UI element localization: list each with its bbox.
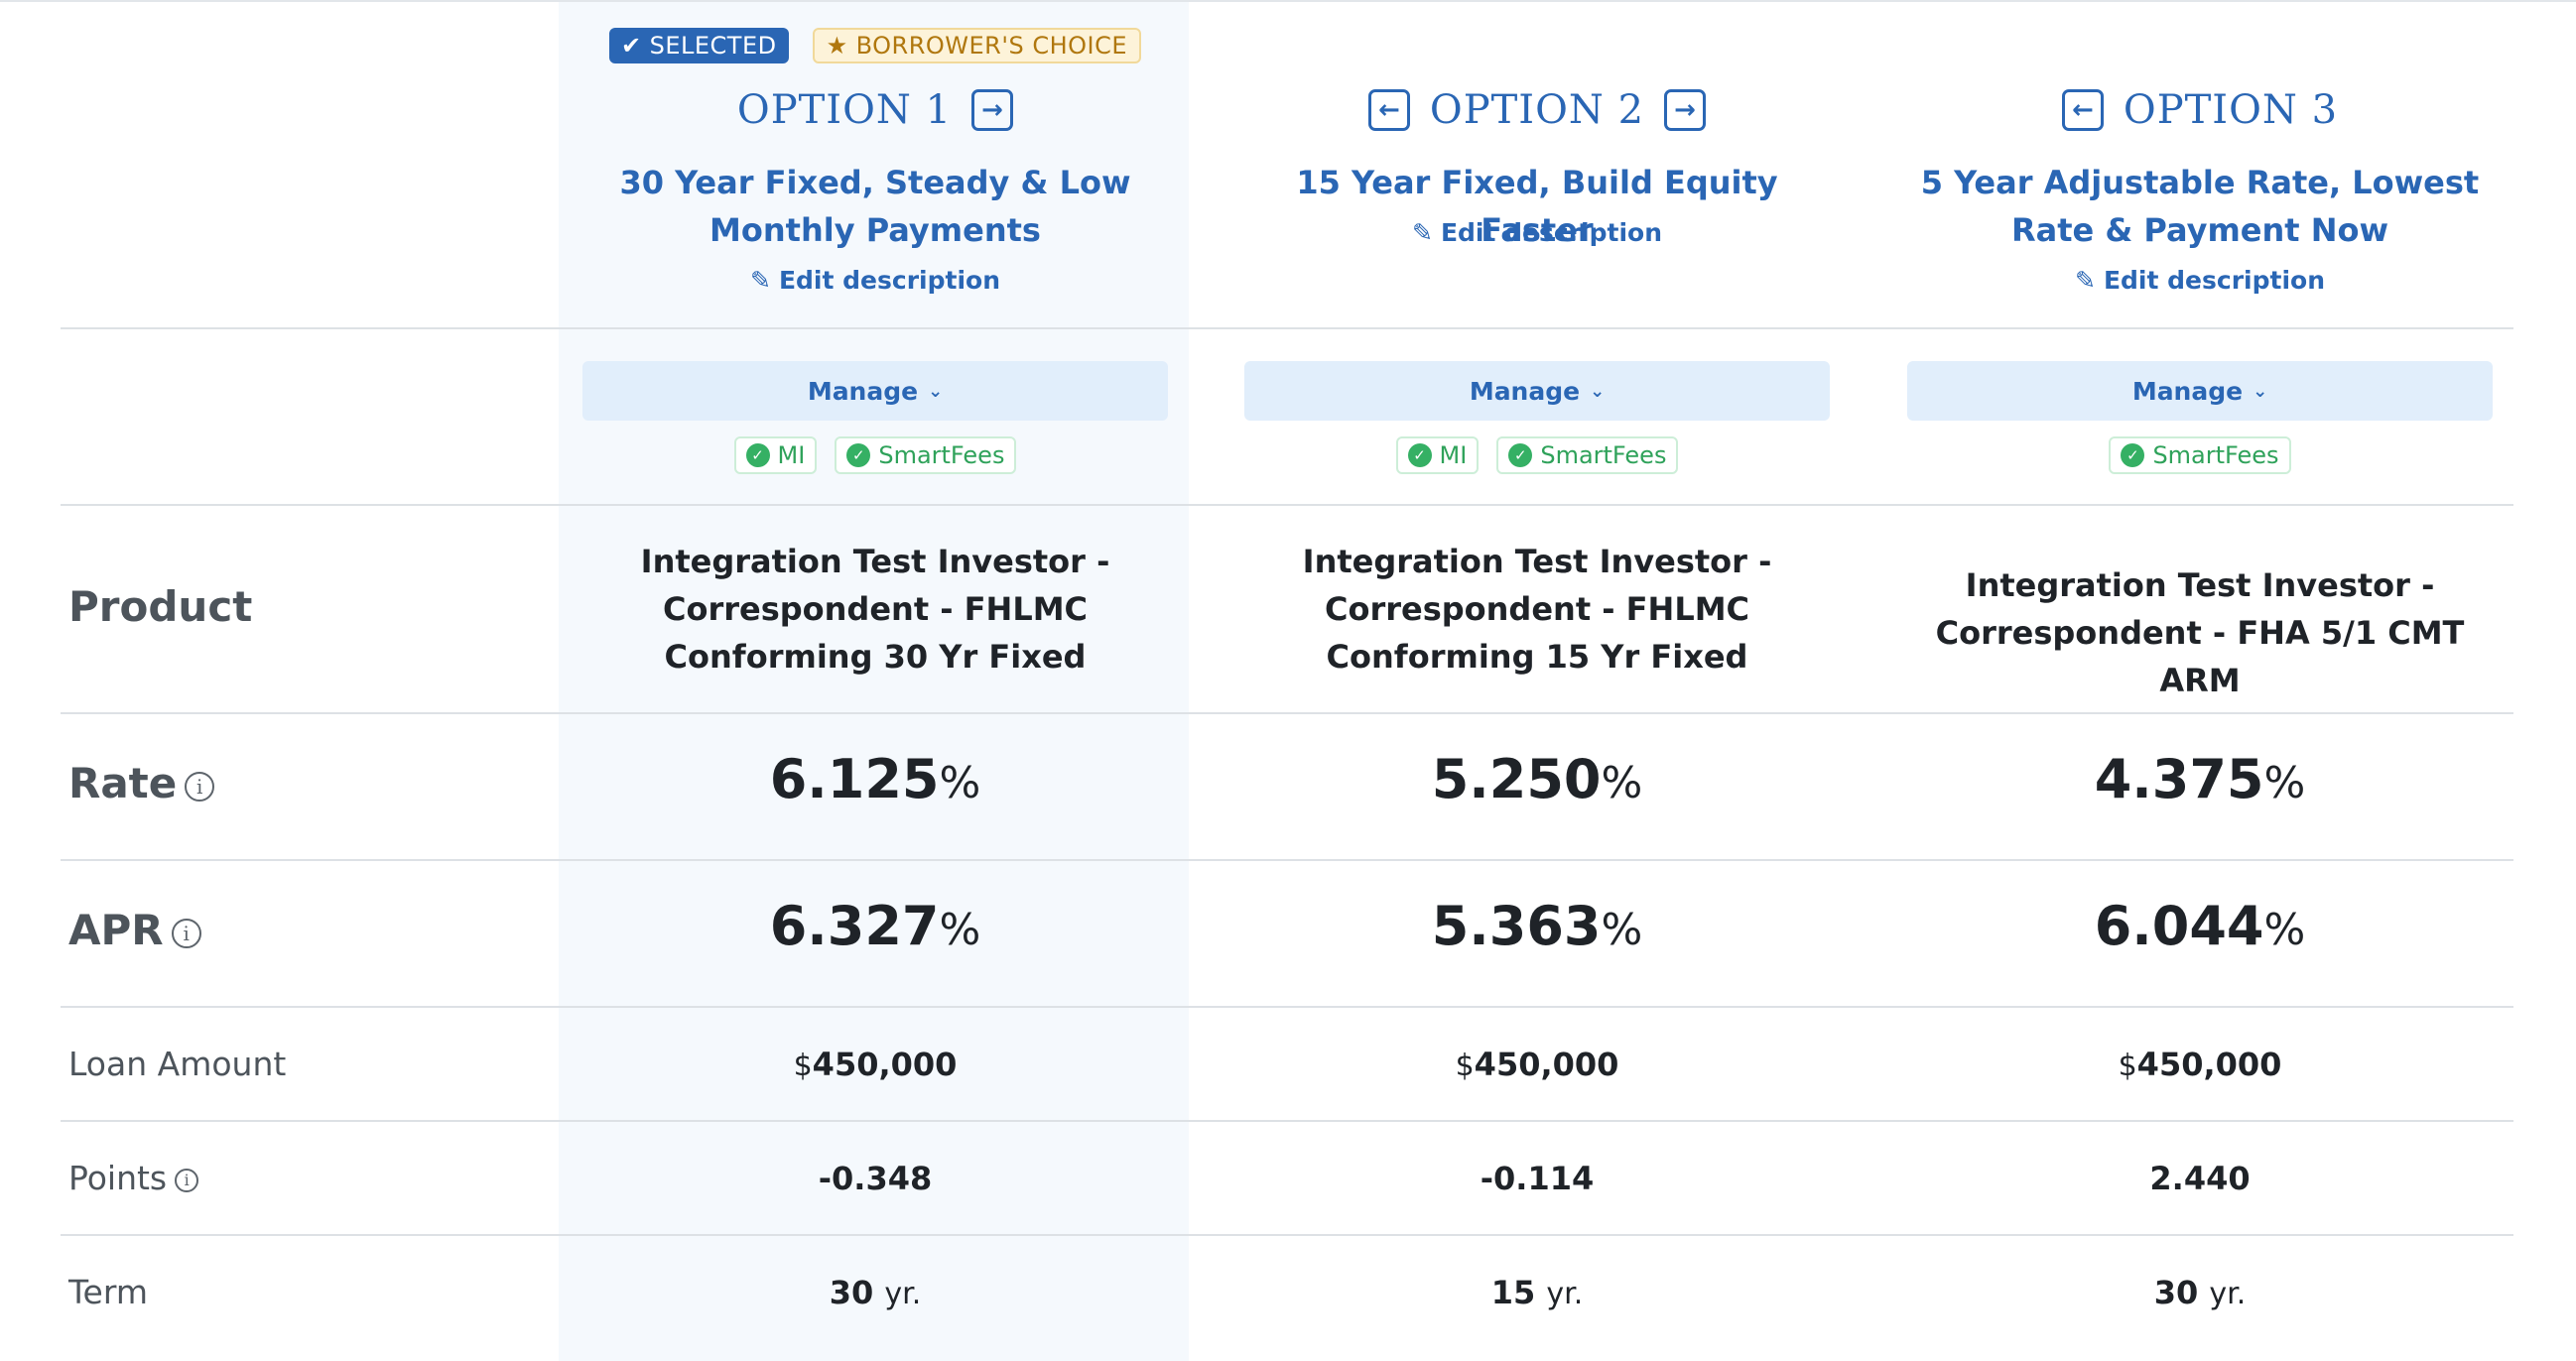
- manage-dropdown-button[interactable]: Manage ⌄: [1244, 361, 1830, 421]
- product-name: Integration Test Investor - Corresponden…: [1935, 566, 2465, 699]
- edit-description-link[interactable]: ✎ Edit description: [1412, 218, 1662, 247]
- tag-smartfees: ✓ SmartFees: [2109, 436, 2291, 474]
- pencil-icon: ✎: [2075, 266, 2096, 295]
- rate-value: 4.375%: [2094, 748, 2306, 810]
- move-right-button[interactable]: →: [1664, 89, 1707, 131]
- loan-amount-value: $450,000: [793, 1046, 958, 1083]
- divider: [61, 504, 2513, 506]
- borrowers-choice-badge: ★ BORROWER'S CHOICE: [812, 28, 1142, 63]
- move-right-button[interactable]: →: [971, 89, 1014, 131]
- row-label-rate: Rate i: [68, 759, 215, 807]
- edit-description-link[interactable]: ✎ Edit description: [750, 266, 1000, 295]
- info-icon[interactable]: i: [175, 1168, 199, 1192]
- chevron-down-icon: ⌄: [1590, 380, 1606, 402]
- arrow-left-icon: ←: [1378, 95, 1400, 125]
- move-left-button[interactable]: ←: [1367, 89, 1410, 131]
- option-badges: ✔ SELECTED ★ BORROWER'S CHOICE: [582, 28, 1168, 63]
- chevron-down-icon: ⌄: [2253, 380, 2268, 402]
- check-icon: ✔: [620, 32, 642, 60]
- loan-amount-value: $450,000: [1455, 1046, 1619, 1083]
- chevron-down-icon: ⌄: [928, 380, 944, 402]
- loan-amount-value: $450,000: [2118, 1046, 2282, 1083]
- points-value: -0.114: [1480, 1160, 1595, 1197]
- option-tags: ✓ SmartFees: [1907, 436, 2493, 474]
- rate-value: 5.250%: [1431, 748, 1643, 810]
- manage-dropdown-button[interactable]: Manage ⌄: [582, 361, 1168, 421]
- move-left-button[interactable]: ←: [2061, 89, 2104, 131]
- apr-value: 5.363%: [1431, 895, 1643, 957]
- option-title: OPTION 2: [1429, 87, 1645, 133]
- apr-value: 6.044%: [2094, 895, 2306, 957]
- check-circle-icon: ✓: [2121, 443, 2145, 467]
- product-name: Integration Test Investor - Corresponden…: [640, 543, 1110, 676]
- option-title: OPTION 1: [736, 87, 953, 133]
- divider: [61, 1234, 2513, 1236]
- term-value: 30 yr.: [829, 1274, 922, 1311]
- divider: [61, 1120, 2513, 1122]
- pencil-icon: ✎: [750, 266, 771, 295]
- info-icon[interactable]: i: [185, 771, 215, 802]
- apr-value: 6.327%: [769, 895, 981, 957]
- manage-dropdown-button[interactable]: Manage ⌄: [1907, 361, 2493, 421]
- option-tags: ✓ MI ✓ SmartFees: [1244, 436, 1830, 474]
- row-label-loan-amount: Loan Amount: [68, 1045, 287, 1083]
- option-description: 5 Year Adjustable Rate, Lowest Rate & Pa…: [1920, 164, 2480, 249]
- selected-column-highlight: [559, 2, 1189, 1361]
- divider: [61, 859, 2513, 861]
- row-label-term: Term: [68, 1273, 148, 1311]
- tag-mi: ✓ MI: [733, 436, 818, 474]
- points-value: -0.348: [818, 1160, 933, 1197]
- pencil-icon: ✎: [1412, 218, 1433, 247]
- option-tags: ✓ MI ✓ SmartFees: [582, 436, 1168, 474]
- arrow-right-icon: →: [1674, 95, 1696, 125]
- tag-smartfees: ✓ SmartFees: [835, 436, 1017, 474]
- option-description: 15 Year Fixed, Build Equity Faster: [1296, 164, 1778, 249]
- option-title: OPTION 3: [2123, 87, 2339, 133]
- tag-mi: ✓ MI: [1395, 436, 1480, 474]
- option-description: 30 Year Fixed, Steady & Low Monthly Paym…: [619, 164, 1131, 249]
- check-circle-icon: ✓: [745, 443, 770, 467]
- arrow-right-icon: →: [981, 95, 1003, 125]
- product-name: Integration Test Investor - Corresponden…: [1302, 543, 1772, 676]
- term-value: 15 yr.: [1490, 1274, 1584, 1311]
- divider: [61, 1006, 2513, 1008]
- row-label-apr: APR i: [68, 906, 201, 954]
- star-icon: ★: [826, 32, 848, 60]
- selected-badge: ✔ SELECTED: [608, 28, 789, 63]
- check-circle-icon: ✓: [1508, 443, 1533, 467]
- term-value: 30 yr.: [2153, 1274, 2247, 1311]
- check-circle-icon: ✓: [846, 443, 871, 467]
- option-header: ← OPTION 3: [1907, 87, 2493, 133]
- edit-description-link[interactable]: ✎ Edit description: [2075, 266, 2325, 295]
- row-label-points: Points i: [68, 1159, 199, 1197]
- rate-value: 6.125%: [769, 748, 981, 810]
- check-circle-icon: ✓: [1407, 443, 1432, 467]
- tag-smartfees: ✓ SmartFees: [1496, 436, 1679, 474]
- divider: [61, 327, 2513, 329]
- info-icon[interactable]: i: [171, 918, 201, 948]
- option-header: OPTION 1 →: [582, 87, 1168, 133]
- row-label-product: Product: [68, 582, 253, 631]
- arrow-left-icon: ←: [2072, 95, 2094, 125]
- option-header: ← OPTION 2 →: [1244, 87, 1830, 133]
- points-value: 2.440: [2149, 1160, 2251, 1197]
- divider: [61, 712, 2513, 714]
